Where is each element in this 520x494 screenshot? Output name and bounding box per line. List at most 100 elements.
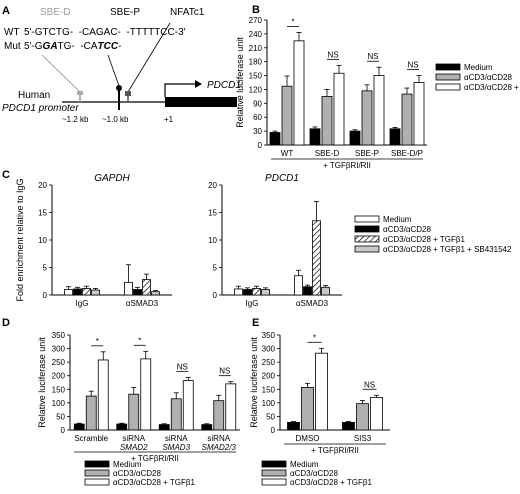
tss-arrow-head (195, 80, 202, 88)
bar (269, 132, 281, 146)
y-tick-label: 300 (262, 345, 276, 354)
x-tick-label: SMAD3 (162, 443, 190, 452)
x-tick-label: SBE-D (315, 149, 340, 158)
bar (182, 380, 194, 431)
y-tick-label: 350 (52, 331, 66, 340)
bar (287, 421, 300, 431)
bar (333, 72, 345, 146)
legend-label: αCD3/αCD28 (290, 469, 338, 478)
y-tick-label: 0 (213, 291, 218, 300)
y-tick-label: 0 (258, 141, 263, 150)
panel-b-chart: B 0 30 60 90 120 150 180 210 240 270 Relative lucif… (235, 4, 427, 170)
x-tick-label: αSMAD3 (126, 299, 159, 308)
y-axis-label: Relative luciferase unit (249, 337, 259, 428)
y-tick-label: 250 (52, 358, 66, 367)
y-tick-label: 0 (271, 426, 276, 435)
panel-c-pdcd1-chart: PDCD1 0 5 10 15 20 IgG αSMAD3 (208, 173, 342, 308)
legend-swatch (435, 83, 461, 91)
significance-label: * (138, 336, 141, 345)
panel-letter: B (252, 4, 260, 16)
y-tick-label: 0 (61, 426, 66, 435)
significance-label: NS (327, 50, 338, 59)
legend-label: Medium (113, 460, 142, 469)
bar (342, 421, 355, 431)
y-tick-label: 270 (249, 16, 263, 25)
bar (85, 395, 97, 431)
significance-label: NS (407, 61, 418, 70)
bar (294, 275, 303, 296)
legend-label: αCD3/αCD28 + TGFβ1 (290, 478, 373, 487)
y-tick-label: 120 (249, 85, 263, 94)
y-axis-label: Fold enrichment relative to IgG (15, 178, 25, 301)
bar (142, 279, 151, 296)
panel-a: A SBE-D SBE-P NFATc1 WT Mut 5′-GTCTG- -C… (2, 5, 241, 124)
panel-letter: D (2, 317, 10, 329)
y-tick-label: 5 (213, 264, 218, 273)
bar (321, 95, 333, 146)
mut-sequence: 5′-GGATG- -CATCC- (24, 41, 121, 52)
y-tick-label: 200 (52, 372, 66, 381)
sbe-p-marker (116, 85, 122, 91)
sbe-d-pointer (41, 54, 81, 93)
bar (116, 423, 128, 431)
x-tick-label: DMSO (296, 434, 320, 443)
nfatc1-label: NFATc1 (170, 7, 205, 18)
y-tick-label: 50 (56, 412, 65, 421)
bar (170, 398, 182, 431)
promoter-label-2: PDCD1 promoter (2, 103, 79, 114)
x-tick-label: siRNA (122, 434, 145, 443)
y-tick-label: 240 (249, 30, 263, 39)
legend-label: αCD3/αCD28 + TGFβ1 (383, 235, 466, 244)
x-tick-label: SBE-D/P (391, 149, 423, 158)
x-tick-label: αSMAD3 (296, 299, 329, 308)
footnote-label: + TGFβRI/RII (323, 161, 371, 170)
pos-plus1: +1 (164, 115, 174, 124)
y-tick-label: 150 (52, 385, 66, 394)
tss-arrow-line (164, 83, 195, 97)
gene-name: PDCD1 (207, 80, 241, 91)
y-tick-label: 15 (208, 209, 217, 218)
bar (133, 289, 142, 296)
bar (281, 85, 293, 146)
mut-seq-pre: 5′-G (24, 41, 43, 52)
bar (370, 397, 383, 431)
bar (124, 281, 133, 296)
y-tick-label: 15 (38, 209, 47, 218)
y-tick-label: 180 (249, 58, 263, 67)
significance-label: NS (219, 367, 230, 376)
mut-seq-post: - (118, 41, 121, 52)
x-tick-label: IgG (76, 299, 89, 308)
bar (128, 393, 140, 431)
legend-label: Medium (464, 63, 493, 72)
legend-label: αCD3/αCD28 (113, 469, 161, 478)
legend-swatch (261, 478, 287, 486)
x-tick-label: Scramble (74, 434, 108, 443)
bar (373, 75, 385, 146)
legend-swatch (84, 478, 110, 486)
bar (293, 40, 305, 146)
y-tick-label: 10 (208, 236, 217, 245)
x-tick-label: siRNA (165, 434, 188, 443)
bar (303, 286, 312, 296)
x-tick-label: WT (281, 149, 294, 158)
y-tick-label: 100 (262, 399, 276, 408)
chart-title: PDCD1 (265, 173, 299, 184)
bar (151, 291, 160, 296)
x-tick-label: SBE-P (355, 149, 379, 158)
x-tick-label: SMAD2 (120, 443, 148, 452)
wt-sequence: 5′-GTCTG- -CAGAC- -TTTTTCC-3′ (24, 27, 186, 38)
legend-swatch (435, 73, 461, 81)
bar (301, 386, 314, 431)
legend-swatch (354, 225, 380, 233)
pos-1-0kb: ~1.0 kb (102, 115, 129, 124)
legend-swatch (84, 469, 110, 477)
footnote-label: + TGFβRI/RII (131, 454, 179, 463)
significance-label: * (291, 18, 294, 27)
wt-label: WT (4, 27, 20, 38)
y-tick-label: 60 (253, 113, 262, 122)
